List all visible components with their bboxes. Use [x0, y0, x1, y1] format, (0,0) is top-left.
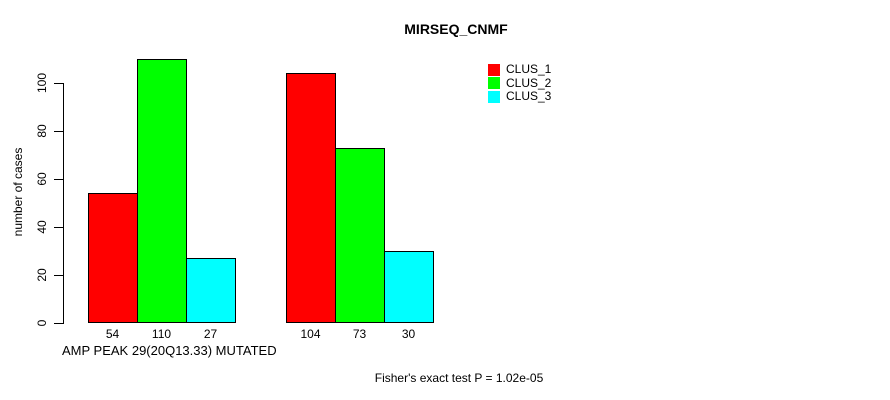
y-tick-label: 20	[35, 268, 49, 282]
legend-swatch-icon	[488, 63, 500, 76]
bar-clus_3-group2	[384, 251, 434, 323]
bar-clus_2-group2	[335, 147, 385, 323]
y-axis-line	[63, 83, 64, 324]
annotation-text: Fisher's exact test P = 1.02e-05	[374, 371, 544, 385]
x-axis-label: AMP PEAK 29(20Q13.33) MUTATED	[62, 343, 277, 358]
y-tick-mark	[54, 179, 63, 180]
legend: CLUS_1 CLUS_2 CLUS_3	[488, 62, 552, 104]
legend-item-clus_1: CLUS_1	[488, 62, 552, 77]
bar-clus_3-group1	[186, 258, 236, 323]
y-tick-mark	[54, 131, 63, 132]
y-tick-mark	[54, 323, 63, 324]
chart-title: MIRSEQ_CNMF	[404, 21, 508, 37]
bar-value-label: 73	[352, 327, 367, 341]
legend-label: CLUS_1	[506, 62, 552, 76]
bar-value-label: 30	[401, 327, 416, 341]
y-axis-label: number of cases	[11, 147, 25, 237]
y-tick-label: 80	[35, 124, 49, 138]
bar-value-label: 110	[151, 327, 172, 341]
bar-value-label: 27	[203, 327, 218, 341]
bar-clus_1-group2	[286, 73, 336, 323]
legend-swatch-icon	[488, 90, 500, 103]
legend-swatch-icon	[488, 77, 500, 90]
bar-clus_2-group1	[137, 59, 187, 323]
legend-label: CLUS_3	[506, 89, 552, 103]
y-tick-mark	[54, 83, 63, 84]
y-tick-mark	[54, 227, 63, 228]
bar-value-label: 104	[300, 327, 321, 341]
legend-item-clus_3: CLUS_3	[488, 89, 552, 104]
y-tick-label: 100	[35, 72, 49, 94]
y-tick-mark	[54, 275, 63, 276]
bar-clus_1-group1	[88, 193, 138, 323]
legend-item-clus_2: CLUS_2	[488, 75, 552, 91]
legend-label: CLUS_2	[506, 75, 552, 90]
bar-value-label: 54	[105, 327, 120, 341]
y-tick-label: 60	[35, 172, 49, 186]
y-tick-label: 0	[35, 319, 49, 327]
y-tick-label: 40	[35, 220, 49, 234]
